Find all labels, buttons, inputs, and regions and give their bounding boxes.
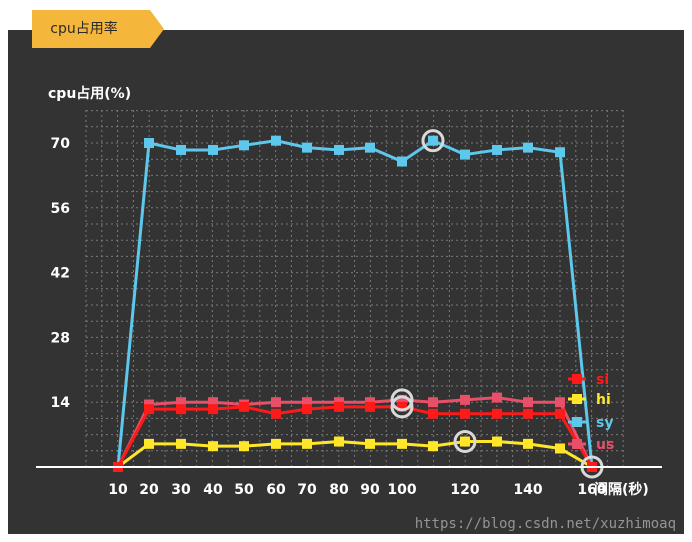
data-point-us[interactable]	[208, 397, 218, 408]
y-tick-label: 28	[51, 330, 70, 346]
y-tick-label: 42	[51, 266, 70, 282]
data-point-si[interactable]	[555, 408, 565, 419]
series-line-hi	[117, 440, 593, 469]
legend-item-us[interactable]: us	[568, 437, 614, 453]
y-tick-label: 14	[51, 395, 71, 411]
series-line-si	[116, 405, 594, 468]
data-point-si[interactable]	[428, 408, 438, 419]
watermark-text: https://blog.csdn.net/xuzhimoaq	[414, 516, 676, 532]
data-point-si[interactable]	[460, 408, 470, 419]
data-point-sy[interactable]	[460, 149, 470, 160]
data-point-si[interactable]	[208, 404, 218, 415]
data-point-us[interactable]	[523, 397, 533, 408]
x-tick-label: 140	[513, 482, 542, 498]
data-point-si[interactable]	[239, 401, 249, 412]
x-tick-label: 100	[387, 482, 416, 498]
data-point-us[interactable]	[271, 397, 281, 408]
data-point-us[interactable]	[176, 397, 186, 408]
x-tick-label: 120	[450, 482, 479, 498]
data-point-si[interactable]	[365, 401, 375, 412]
x-tick-label: 10	[108, 482, 128, 498]
data-point-hi[interactable]	[334, 436, 344, 447]
data-point-hi[interactable]	[144, 438, 154, 449]
legend-label: si	[596, 372, 609, 388]
legend-swatch-marker	[572, 439, 582, 449]
data-point-sy[interactable]	[492, 144, 502, 155]
x-tick-label: 20	[139, 482, 159, 498]
x-tick-label: 80	[329, 482, 349, 498]
data-point-hi[interactable]	[492, 436, 502, 447]
series-hi	[113, 436, 597, 472]
data-point-sy[interactable]	[555, 147, 565, 158]
data-point-si[interactable]	[176, 404, 186, 415]
series-line-us	[116, 396, 594, 468]
data-point-us[interactable]	[302, 397, 312, 408]
chart-tab-label: cpu占用率	[32, 10, 150, 48]
legend-label: hi	[596, 392, 611, 408]
x-tick-label: 70	[297, 482, 317, 498]
legend-item-si[interactable]: si	[568, 372, 609, 388]
series-line-sy	[116, 138, 594, 468]
data-point-si[interactable]	[271, 408, 281, 419]
data-point-sy[interactable]	[302, 142, 312, 153]
data-point-hi[interactable]	[302, 438, 312, 449]
data-point-sy[interactable]	[523, 142, 533, 153]
x-tick-label: 90	[360, 482, 380, 498]
highlight-circle	[390, 388, 414, 412]
data-point-si[interactable]	[144, 404, 154, 415]
data-point-sy[interactable]	[176, 144, 186, 155]
data-point-hi[interactable]	[176, 438, 186, 449]
x-tick-label: 60	[266, 482, 286, 498]
legend-label: us	[596, 437, 614, 453]
data-point-hi[interactable]	[460, 436, 470, 447]
y-tick-label: 56	[51, 201, 70, 217]
data-point-sy[interactable]	[365, 142, 375, 153]
legend-swatch-marker	[572, 417, 582, 427]
legend: si hi sy us	[568, 372, 614, 453]
data-point-us[interactable]	[492, 392, 502, 403]
data-point-hi[interactable]	[397, 438, 407, 449]
data-point-si[interactable]	[397, 401, 407, 412]
data-point-si[interactable]	[492, 408, 502, 419]
data-point-sy[interactable]	[239, 140, 249, 151]
data-point-si[interactable]	[523, 408, 533, 419]
data-point-us[interactable]	[397, 394, 407, 405]
data-point-sy[interactable]	[144, 138, 154, 148]
legend-swatch-marker	[572, 374, 582, 384]
y-axis-label: cpu占用(%)	[48, 85, 131, 102]
data-point-hi[interactable]	[428, 441, 438, 452]
data-point-sy[interactable]	[334, 144, 344, 155]
data-point-us[interactable]	[555, 397, 565, 408]
data-point-hi[interactable]	[239, 441, 249, 452]
legend-item-sy[interactable]: sy	[568, 415, 613, 431]
highlight-circle	[453, 430, 477, 454]
data-point-us[interactable]	[460, 394, 470, 405]
data-point-hi[interactable]	[271, 438, 281, 449]
data-point-us[interactable]	[428, 397, 438, 408]
legend-swatch-marker	[572, 394, 582, 404]
axes: 14 28 42 56 70 10 20 30 40 50 60 70 80 90 100 120 140 160	[36, 136, 662, 498]
data-point-hi[interactable]	[365, 438, 375, 449]
data-point-hi[interactable]	[523, 438, 533, 449]
highlight-circle	[421, 129, 445, 153]
x-tick-label: 40	[203, 482, 223, 498]
x-tick-label: 50	[234, 482, 254, 498]
x-tick-label: 30	[171, 482, 191, 498]
data-point-sy[interactable]	[271, 135, 281, 146]
y-tick-label: 70	[51, 136, 71, 152]
data-point-hi[interactable]	[555, 443, 565, 454]
data-point-si[interactable]	[302, 404, 312, 415]
legend-label: sy	[596, 415, 613, 431]
legend-item-hi[interactable]: hi	[568, 392, 611, 408]
x-tick-label: 160	[577, 482, 606, 498]
data-point-si[interactable]	[334, 401, 344, 412]
highlight-circle	[390, 395, 414, 419]
data-point-sy[interactable]	[208, 144, 218, 155]
tab-fold-decoration	[150, 10, 164, 48]
data-point-sy[interactable]	[397, 156, 407, 167]
x-axis-label: 间隔(秒)	[594, 481, 649, 498]
data-point-hi[interactable]	[208, 441, 218, 452]
data-point-sy[interactable]	[428, 135, 438, 146]
